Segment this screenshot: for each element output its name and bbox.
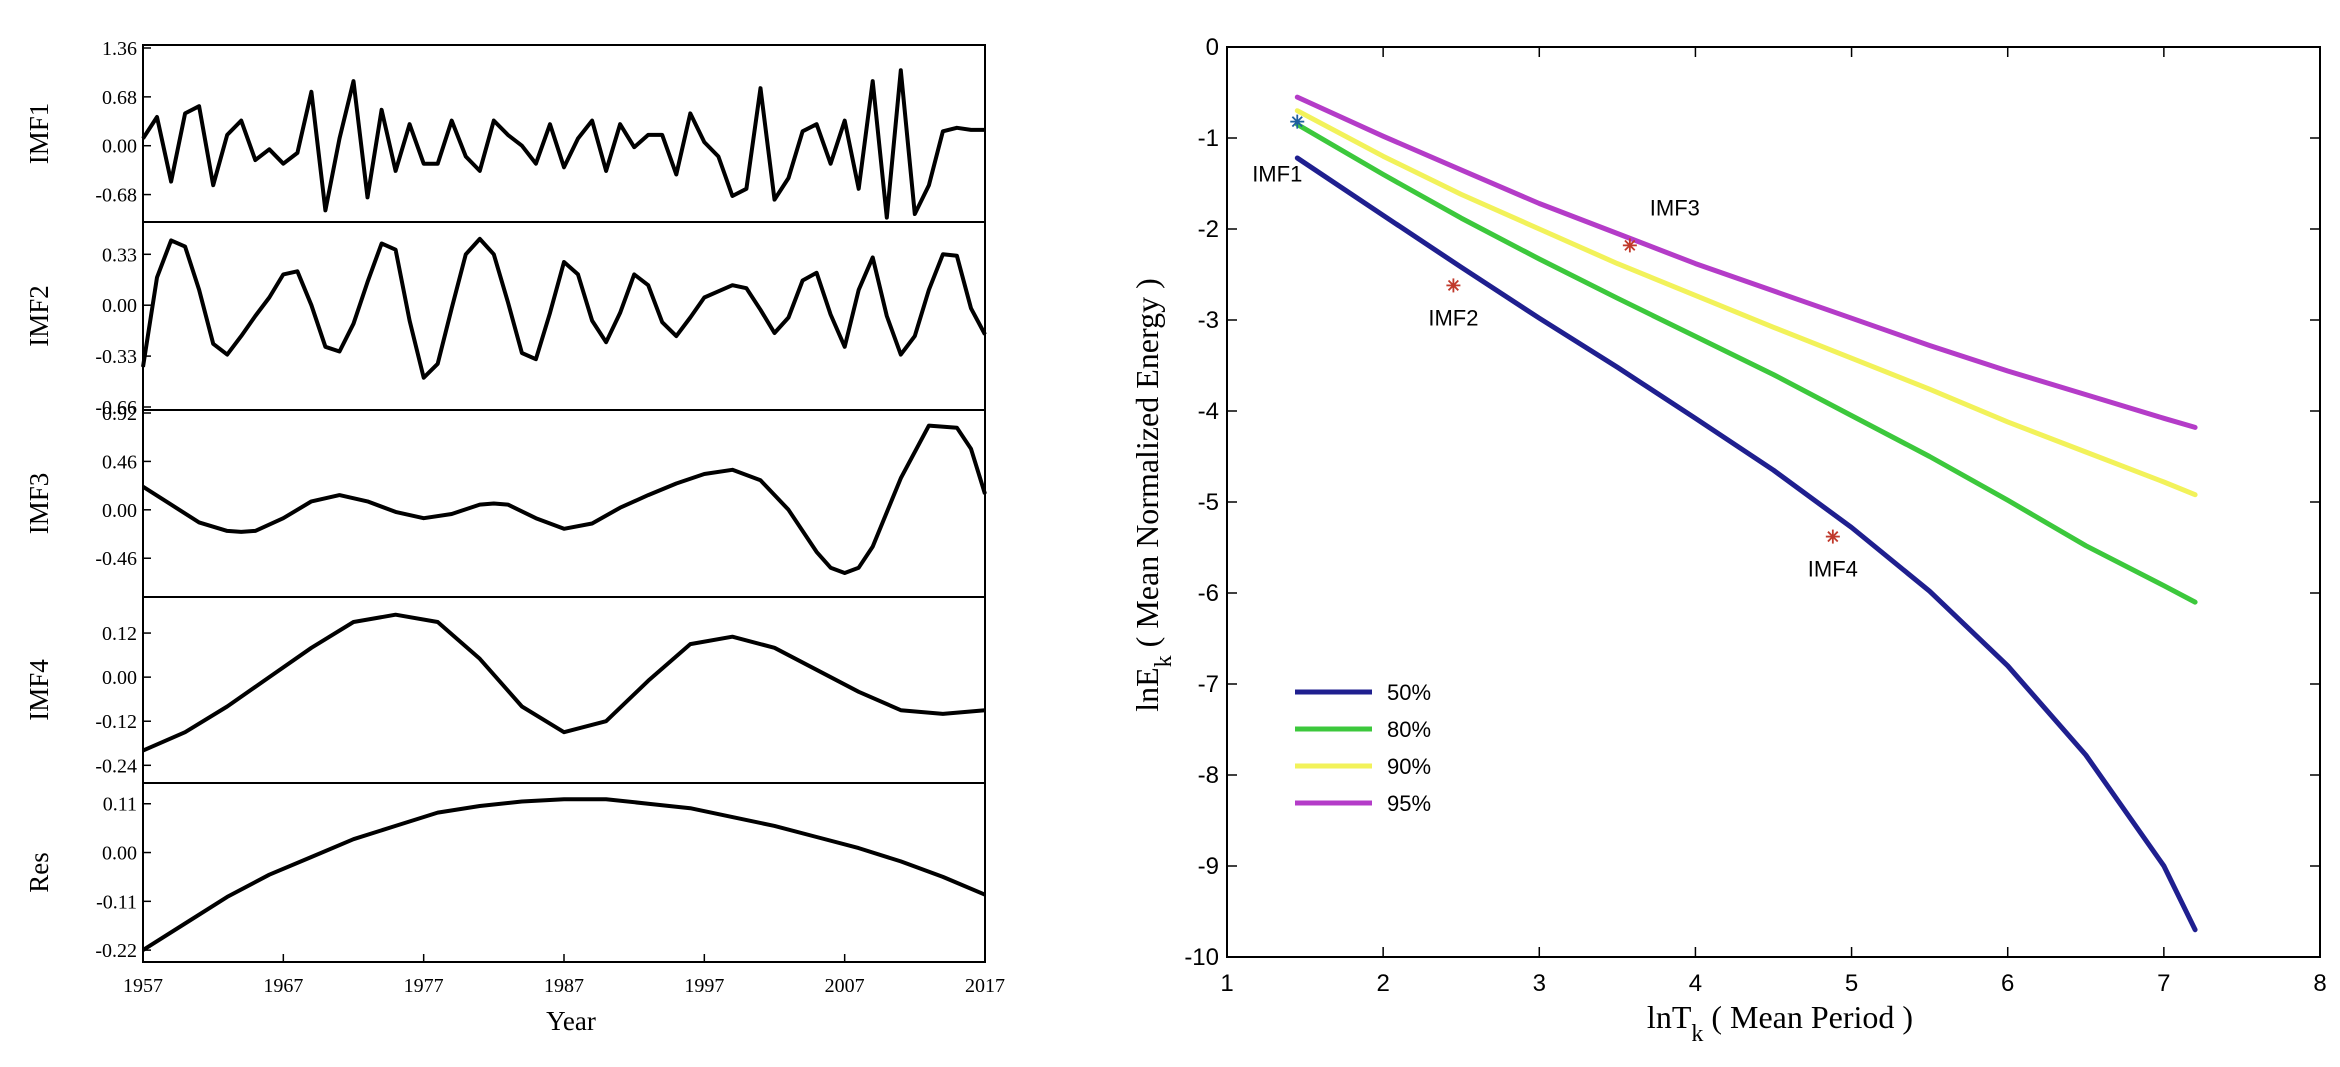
series-line-res <box>141 797 986 952</box>
x-tick-label: 6 <box>2001 970 2014 997</box>
y-tick-label: -0.33 <box>95 346 137 368</box>
asterisk-marker <box>1291 116 1303 128</box>
y-tick-label: 0.33 <box>102 244 137 266</box>
x-tick-label: 2 <box>1376 970 1389 997</box>
x-tick-label: 5 <box>1845 970 1858 997</box>
x-tick-label: 2007 <box>825 975 865 997</box>
panel-imf1: 1.36 0.68 0.00 -0.68 IMF1 <box>24 38 986 223</box>
x-tick-label: 1967 <box>263 975 303 997</box>
x-tick-label: 4 <box>1689 970 1702 997</box>
y-tick-label: -0.11 <box>96 891 137 913</box>
point-label: IMF1 <box>1252 162 1302 187</box>
legend-item-50pct: 50% <box>1295 680 1431 705</box>
x-tick-label: 1 <box>1220 970 1233 997</box>
imf-point-imf2: IMF2 <box>1428 278 1478 330</box>
x-tick-label: 1997 <box>684 975 724 997</box>
panel-res: 0.11 0.00 -0.11 -0.22 Res <box>24 782 986 963</box>
y-tick-label: 0.00 <box>102 136 137 158</box>
y-tick-label: 0.00 <box>102 295 137 317</box>
y-tick-label: -2 <box>1198 216 1219 243</box>
x-tick-label: 1987 <box>544 975 584 997</box>
series-line-imf2 <box>141 236 987 380</box>
asterisk-marker <box>1827 531 1839 543</box>
x-tick-label: 1977 <box>404 975 444 997</box>
panel-y-label: IMF1 <box>24 103 54 165</box>
legend-item-95pct: 95% <box>1295 791 1431 816</box>
mean-period-axis-label: lnTk ( Mean Period ) <box>1647 999 1913 1047</box>
significance-test-chart: 1 2 3 4 5 6 7 8 0 -1 -2 -3 -4 -5 -6 -7 -8 -9 -10 IMF1 IMF2 IM… <box>1184 34 2326 997</box>
panel-imf2: 0.33 0.00 -0.33 -0.66 IMF2 <box>24 221 987 419</box>
legend-label: 50% <box>1387 680 1431 705</box>
series-line-imf1 <box>141 68 985 220</box>
y-tick-label: -0.68 <box>95 185 137 207</box>
imf-point-imf4: IMF4 <box>1808 529 1858 582</box>
y-tick-label: 0.11 <box>103 794 137 816</box>
panel-y-label: Res <box>24 852 54 893</box>
legend-label: 80% <box>1387 717 1431 742</box>
imf-point-imf3: IMF3 <box>1622 195 1700 253</box>
asterisk-marker <box>1624 239 1636 251</box>
panel-frame <box>142 221 986 411</box>
y-tick-label: 0.92 <box>102 403 137 425</box>
imf-point-imf1: IMF1 <box>1252 114 1305 187</box>
point-label: IMF2 <box>1428 305 1478 330</box>
x-tick-label: 2017 <box>965 975 1005 997</box>
confidence-line-95pct <box>1294 94 2198 430</box>
y-tick-label: 0 <box>1206 34 1219 61</box>
y-tick-label: 1.36 <box>102 38 137 60</box>
y-tick-label: 0.00 <box>102 667 137 689</box>
mean-energy-axis-label: lnEk ( Mean Normalized Energy ) <box>1129 278 1177 711</box>
panel-frame <box>142 782 986 963</box>
panel-imf3: 0.92 0.46 0.00 -0.46 IMF3 <box>24 403 987 598</box>
confidence-line-50pct <box>1294 155 2198 933</box>
legend-label: 90% <box>1387 754 1431 779</box>
panel-y-label: IMF3 <box>24 473 54 535</box>
year-axis-label: Year <box>546 1006 596 1036</box>
point-label: IMF3 <box>1650 195 1700 220</box>
y-tick-label: -5 <box>1198 489 1219 516</box>
panel-imf4: 0.12 0.00 -0.12 -0.24 IMF4 <box>24 596 986 784</box>
y-tick-label: -8 <box>1198 762 1219 789</box>
legend-item-80pct: 80% <box>1295 717 1431 742</box>
panel-y-label: IMF4 <box>24 659 54 721</box>
y-tick-label: -4 <box>1198 398 1219 425</box>
y-tick-label: -0.66 <box>95 397 137 419</box>
confidence-line-90pct <box>1294 108 2198 498</box>
imf-decomposition-chart: 1.36 0.68 0.00 -0.68 IMF1 0.33 0.00 -0.33 -0.66 I… <box>24 38 1005 997</box>
y-tick-label: 0.68 <box>102 87 137 109</box>
panel-y-label: IMF2 <box>24 285 54 347</box>
x-tick-label: 7 <box>2157 970 2170 997</box>
y-tick-label: -9 <box>1198 853 1219 880</box>
x-tick-label: 3 <box>1533 970 1546 997</box>
y-tick-label: -1 <box>1198 125 1219 152</box>
legend-label: 95% <box>1387 791 1431 816</box>
y-tick-label: -0.22 <box>95 940 137 962</box>
asterisk-marker <box>1447 279 1459 291</box>
y-tick-label: -0.46 <box>95 548 137 570</box>
y-tick-label: -0.24 <box>95 755 137 777</box>
confidence-line-80pct <box>1294 121 2198 605</box>
y-tick-label: -7 <box>1198 671 1219 698</box>
legend: 50% 80% 90% 95% <box>1295 680 1431 816</box>
series-line-imf4 <box>142 612 986 753</box>
plot-frame <box>1226 46 2321 958</box>
panel-frame <box>142 44 986 223</box>
x-tick-label: 1957 <box>123 975 163 997</box>
y-tick-label: -0.12 <box>95 711 137 733</box>
y-tick-label: 0.12 <box>102 623 137 645</box>
legend-item-90pct: 90% <box>1295 754 1431 779</box>
y-tick-label: -10 <box>1184 944 1219 971</box>
y-tick-label: 0.46 <box>102 451 137 473</box>
y-tick-label: 0.00 <box>102 500 137 522</box>
x-tick-label: 8 <box>2313 970 2326 997</box>
point-label: IMF4 <box>1808 557 1858 582</box>
y-tick-label: -6 <box>1198 580 1219 607</box>
y-tick-label: -3 <box>1198 307 1219 334</box>
series-line-imf3 <box>141 423 987 575</box>
y-tick-label: 0.00 <box>102 843 137 865</box>
